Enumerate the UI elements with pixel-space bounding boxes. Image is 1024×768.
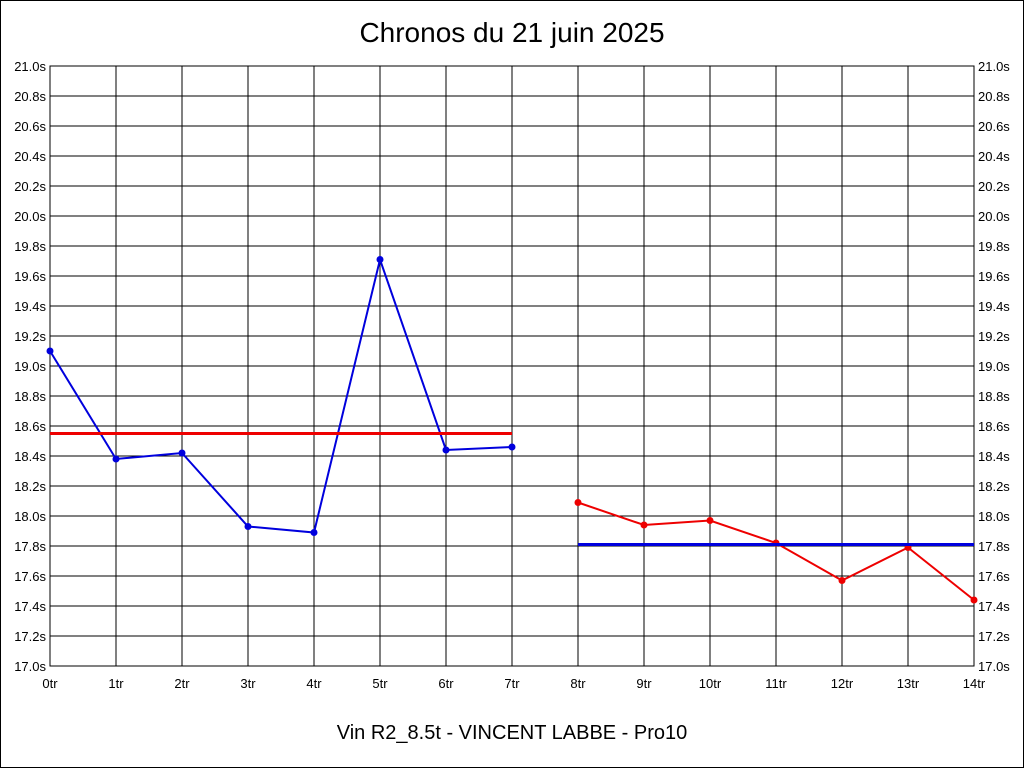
y-tick-label-left: 18.0s [14,509,46,524]
y-tick-label-right: 20.2s [978,179,1010,194]
x-tick-label: 1tr [108,676,124,691]
x-tick-label: 3tr [240,676,256,691]
y-tick-label-left: 18.4s [14,449,46,464]
x-tick-label: 14tr [963,676,986,691]
y-tick-label-left: 20.8s [14,89,46,104]
y-tick-label-right: 17.6s [978,569,1010,584]
y-tick-label-left: 20.0s [14,209,46,224]
y-tick-label-right: 20.0s [978,209,1010,224]
y-tick-label-right: 18.4s [978,449,1010,464]
y-tick-label-right: 18.2s [978,479,1010,494]
data-point [508,443,516,451]
y-tick-label-right: 18.0s [978,509,1010,524]
x-tick-label: 12tr [831,676,854,691]
data-point [310,529,318,536]
data-point [46,347,54,355]
data-point [706,517,714,524]
y-tick-label-left: 17.2s [14,629,46,644]
data-point [970,596,978,604]
y-tick-label-left: 17.6s [14,569,46,584]
x-tick-label: 10tr [699,676,722,691]
x-tick-label: 6tr [438,676,454,691]
y-tick-label-left: 21.0s [14,59,46,74]
y-tick-label-left: 20.4s [14,149,46,164]
data-point [178,449,186,457]
y-tick-label-right: 21.0s [978,59,1010,74]
y-tick-label-left: 17.8s [14,539,46,554]
x-tick-label: 9tr [636,676,652,691]
y-tick-label-right: 19.6s [978,269,1010,284]
data-point [442,446,450,454]
data-point [640,521,648,529]
y-tick-label-right: 19.0s [978,359,1010,374]
y-tick-label-right: 19.4s [978,299,1010,314]
y-tick-label-left: 18.8s [14,389,46,404]
x-tick-label: 8tr [570,676,586,691]
y-tick-label-right: 20.4s [978,149,1010,164]
y-tick-label-right: 20.6s [978,119,1010,134]
y-tick-label-left: 20.6s [14,119,46,134]
y-tick-label-left: 17.4s [14,599,46,614]
x-tick-label: 13tr [897,676,920,691]
data-point [838,577,846,584]
x-tick-label: 11tr [765,676,787,691]
y-tick-label-right: 17.8s [978,539,1010,554]
y-tick-label-right: 19.8s [978,239,1010,254]
data-point [112,455,120,463]
chart-subtitle: Vin R2_8.5t - VINCENT LABBE - Pro10 [336,722,688,744]
y-tick-label-right: 18.6s [978,419,1010,434]
y-tick-label-left: 19.8s [14,239,46,254]
chart-title: Chronos du 21 juin 2025 [359,17,665,48]
series-line [49,255,513,534]
y-tick-label-left: 19.2s [14,329,46,344]
y-tick-label-right: 20.8s [978,89,1010,104]
y-tick-label-right: 19.2s [978,329,1010,344]
y-tick-label-right: 17.0s [978,659,1010,674]
y-tick-label-right: 18.8s [978,389,1010,404]
y-tick-label-left: 17.0s [14,659,46,674]
y-tick-label-left: 19.4s [14,299,46,314]
y-tick-label-left: 20.2s [14,179,46,194]
data-point [244,523,252,530]
x-tick-label: 7tr [504,676,520,691]
data-point [376,256,384,263]
y-tick-label-left: 18.2s [14,479,46,494]
y-tick-label-left: 18.6s [14,419,46,434]
y-tick-label-left: 19.0s [14,359,46,374]
data-point [574,499,582,506]
y-tick-label-right: 17.2s [978,629,1010,644]
x-tick-label: 2tr [174,676,190,691]
x-tick-label: 5tr [372,676,388,691]
y-tick-label-right: 17.4s [978,599,1010,614]
y-tick-label-left: 19.6s [14,269,46,284]
plot-area-border [49,65,975,667]
x-tick-label: 0tr [42,676,58,691]
x-tick-label: 4tr [306,676,322,691]
